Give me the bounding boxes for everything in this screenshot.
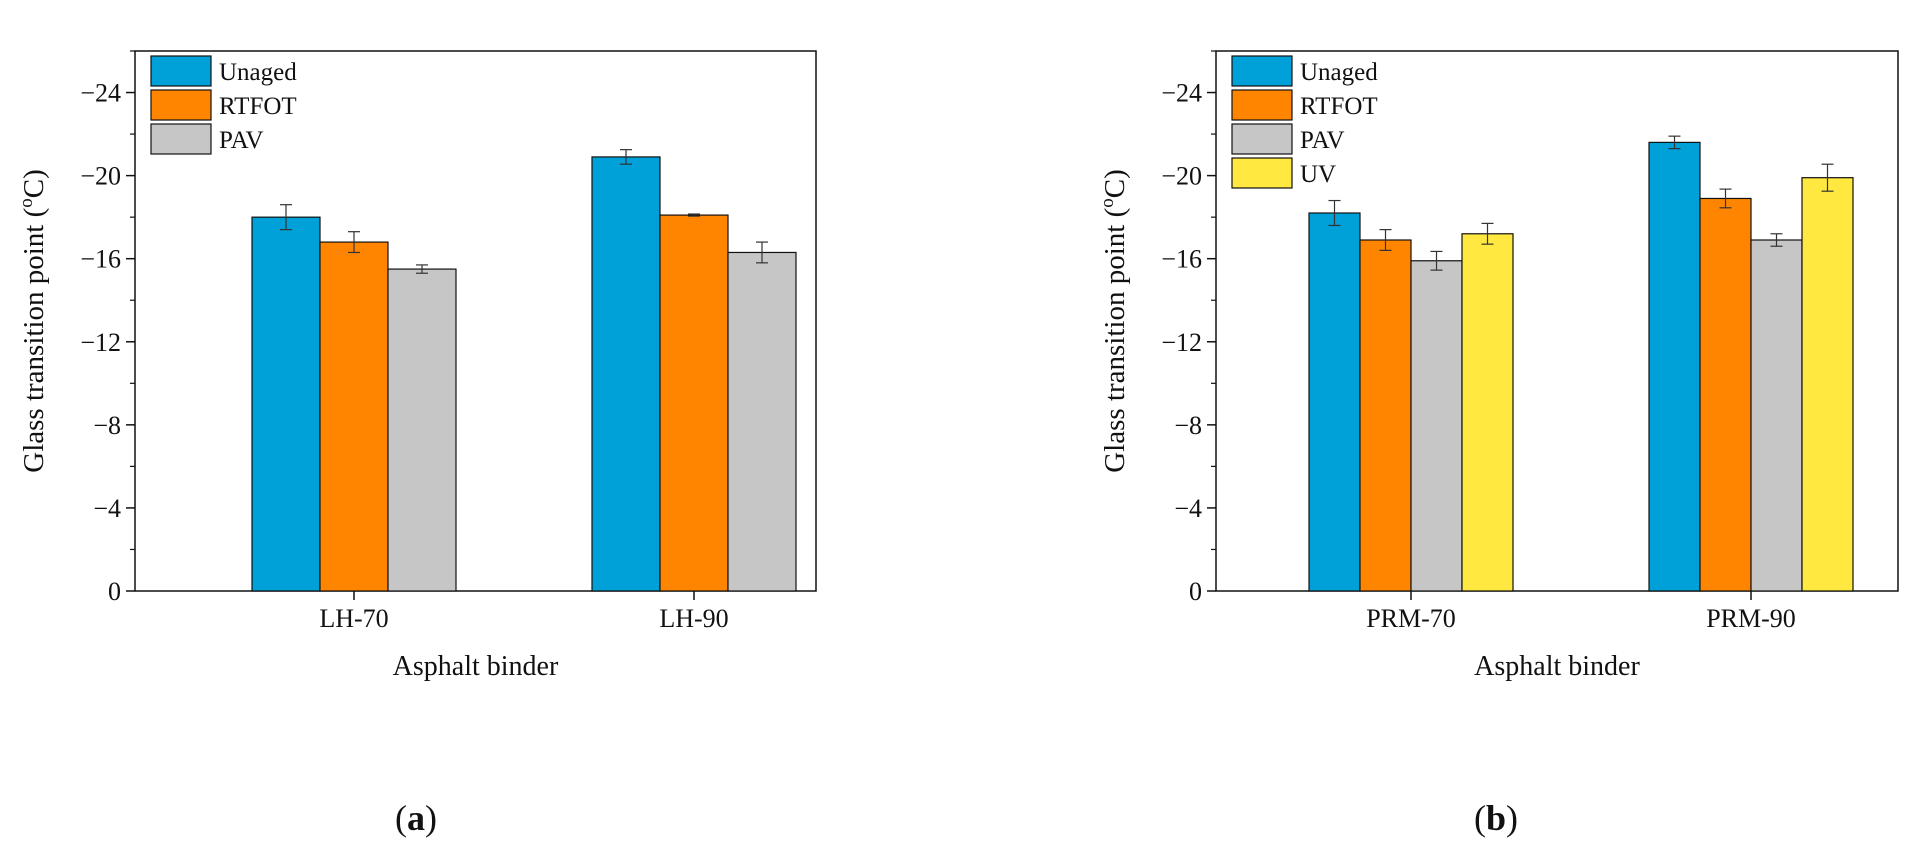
panel-caption: (a) — [395, 798, 437, 838]
legend-swatch-pav — [1231, 123, 1293, 155]
legend-label-pav: PAV — [1300, 127, 1345, 154]
panel-caption-open: ( — [395, 798, 407, 838]
bar-pav-lh-90 — [727, 251, 797, 592]
legend-swatch-uv — [1231, 157, 1293, 189]
bar-pav-lh-70 — [387, 268, 457, 592]
y-axis-label-unit: C) — [1099, 169, 1131, 198]
bar-pav-prm-70 — [1410, 260, 1463, 592]
y-tick-label: −8 — [93, 411, 121, 440]
legend-swatch-unaged — [1231, 55, 1293, 87]
legend-label-unaged: Unaged — [219, 59, 297, 86]
y-axis-label-unit: C) — [18, 169, 50, 198]
bar-uv-prm-70 — [1461, 233, 1514, 592]
x-tick-label: PRM-90 — [1706, 604, 1796, 633]
x-axis-label: Asphalt binder — [393, 651, 559, 682]
bar-rtfot-prm-90 — [1699, 197, 1752, 592]
y-tick-label: −16 — [80, 245, 121, 274]
legend-swatch-rtfot — [1231, 89, 1293, 121]
x-tick-label: PRM-70 — [1366, 604, 1456, 633]
legend-label-uv: UV — [1300, 161, 1336, 188]
legend-swatch-pav — [150, 123, 212, 155]
y-tick-label: −20 — [80, 162, 121, 191]
panel-caption-letter: b — [1486, 798, 1506, 838]
y-axis-label-text: Glass transition point ( — [1099, 208, 1131, 473]
y-tick-label: 0 — [1189, 577, 1202, 606]
y-tick-label: 0 — [108, 577, 121, 606]
legend-swatch-rtfot — [150, 89, 212, 121]
plot-frame — [1215, 50, 1899, 592]
legend-label-pav: PAV — [219, 127, 264, 154]
legend-label-rtfot: RTFOT — [219, 93, 297, 120]
panel-caption: (b) — [1474, 798, 1518, 838]
bar-rtfot-prm-70 — [1359, 239, 1412, 592]
bar-uv-prm-90 — [1801, 177, 1854, 592]
y-axis-label-degree: o — [1097, 198, 1118, 208]
panel-caption-letter: a — [407, 798, 425, 838]
x-tick-label: LH-70 — [319, 604, 388, 633]
y-tick-label: −24 — [1161, 79, 1202, 108]
bar-pav-prm-90 — [1750, 239, 1803, 592]
y-tick-label: −12 — [1161, 328, 1202, 357]
panel-caption-close: ) — [1506, 798, 1518, 838]
y-tick-label: −24 — [80, 79, 121, 108]
panel-caption-close: ) — [425, 798, 437, 838]
plot-frame — [134, 50, 817, 592]
bar-rtfot-lh-90 — [659, 214, 729, 592]
x-tick-label: LH-90 — [659, 604, 728, 633]
bar-unaged-prm-70 — [1308, 212, 1361, 592]
x-axis-label: Asphalt binder — [1474, 651, 1640, 682]
y-axis-label-text: Glass transition point ( — [18, 208, 50, 473]
legend-label-rtfot: RTFOT — [1300, 93, 1378, 120]
legend-swatch-unaged — [150, 55, 212, 87]
panel-caption-open: ( — [1474, 798, 1486, 838]
y-axis-label: Glass transition point (oC) — [16, 169, 50, 473]
y-axis-label: Glass transition point (oC) — [1097, 169, 1131, 473]
y-tick-label: −8 — [1174, 411, 1202, 440]
bar-unaged-prm-90 — [1648, 141, 1701, 592]
panel-b-chart: 0 −4 −8 −12 −16 −20 −24 PRM-70 PRM-90 Asphalt bin… — [1097, 50, 1899, 838]
y-tick-label: −20 — [1161, 162, 1202, 191]
bar-unaged-lh-90 — [591, 156, 661, 592]
bar-rtfot-lh-70 — [319, 241, 389, 592]
y-tick-label: −12 — [80, 328, 121, 357]
panel-a-chart: 0 −4 −8 −12 −16 −20 −24 LH-70 LH-90 Asphalt binde… — [16, 50, 817, 838]
legend-label-unaged: Unaged — [1300, 59, 1378, 86]
y-tick-label: −4 — [1174, 494, 1202, 523]
bar-unaged-lh-70 — [251, 216, 321, 592]
y-tick-label: −16 — [1161, 245, 1202, 274]
y-axis-label-degree: o — [16, 198, 37, 208]
y-tick-label: −4 — [93, 494, 121, 523]
